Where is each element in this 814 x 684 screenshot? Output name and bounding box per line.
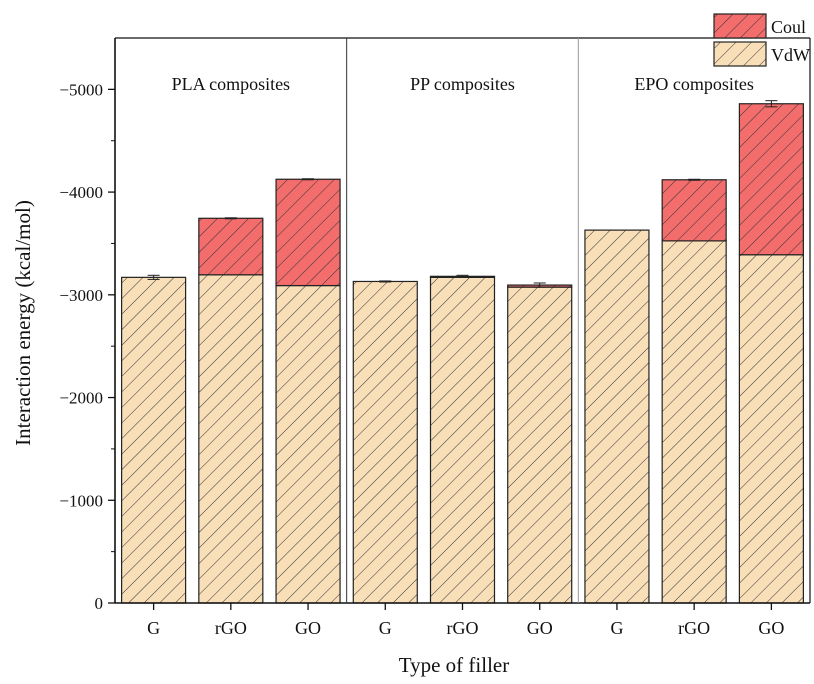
legend-swatch-hatch — [713, 41, 767, 67]
legend-swatch-hatch — [713, 13, 767, 39]
y-tick-label: −5000 — [59, 80, 103, 99]
x-axis-label: Type of filler — [399, 653, 510, 677]
y-axis-label: Interaction energy (kcal/mol) — [11, 200, 35, 446]
y-tick-label: −3000 — [59, 286, 103, 305]
bar-coul-hatch — [198, 217, 264, 276]
x-tick-label: GO — [295, 618, 321, 638]
bar-vdw-hatch — [352, 280, 418, 604]
bar-vdw-hatch — [198, 274, 264, 604]
bar-coul-hatch — [738, 103, 804, 256]
legend: Coul VdW — [713, 13, 810, 67]
legend-label-coul: Coul — [771, 17, 806, 37]
x-tick-label: G — [610, 618, 623, 638]
x-tick-label: G — [147, 618, 160, 638]
y-tick-label: −4000 — [59, 183, 103, 202]
y-tick-label: −2000 — [59, 389, 103, 408]
bars-layer — [121, 100, 804, 604]
bar-vdw-hatch — [429, 276, 496, 604]
bar-vdw-hatch — [121, 276, 187, 604]
group-label: EPO composites — [634, 74, 754, 94]
x-tick-label: rGO — [447, 618, 479, 638]
x-tick-label: G — [379, 618, 392, 638]
y-tick-label: 0 — [95, 594, 104, 613]
bar-coul-hatch — [275, 178, 341, 287]
legend-label-vdw: VdW — [771, 45, 810, 65]
bar-vdw-hatch — [584, 229, 650, 604]
bar-vdw-hatch — [661, 240, 727, 604]
x-tick-label: GO — [758, 618, 784, 638]
x-tick-label: rGO — [678, 618, 710, 638]
group-label: PP composites — [410, 74, 515, 94]
x-tick-label: rGO — [215, 618, 247, 638]
bar-coul-hatch — [661, 179, 727, 242]
group-label: PLA composites — [172, 74, 291, 94]
bar-vdw-hatch — [275, 284, 341, 604]
bar-vdw-hatch — [507, 286, 573, 604]
x-tick-label: GO — [527, 618, 553, 638]
y-tick-label: −1000 — [59, 491, 103, 510]
bar-vdw-hatch — [738, 254, 804, 604]
